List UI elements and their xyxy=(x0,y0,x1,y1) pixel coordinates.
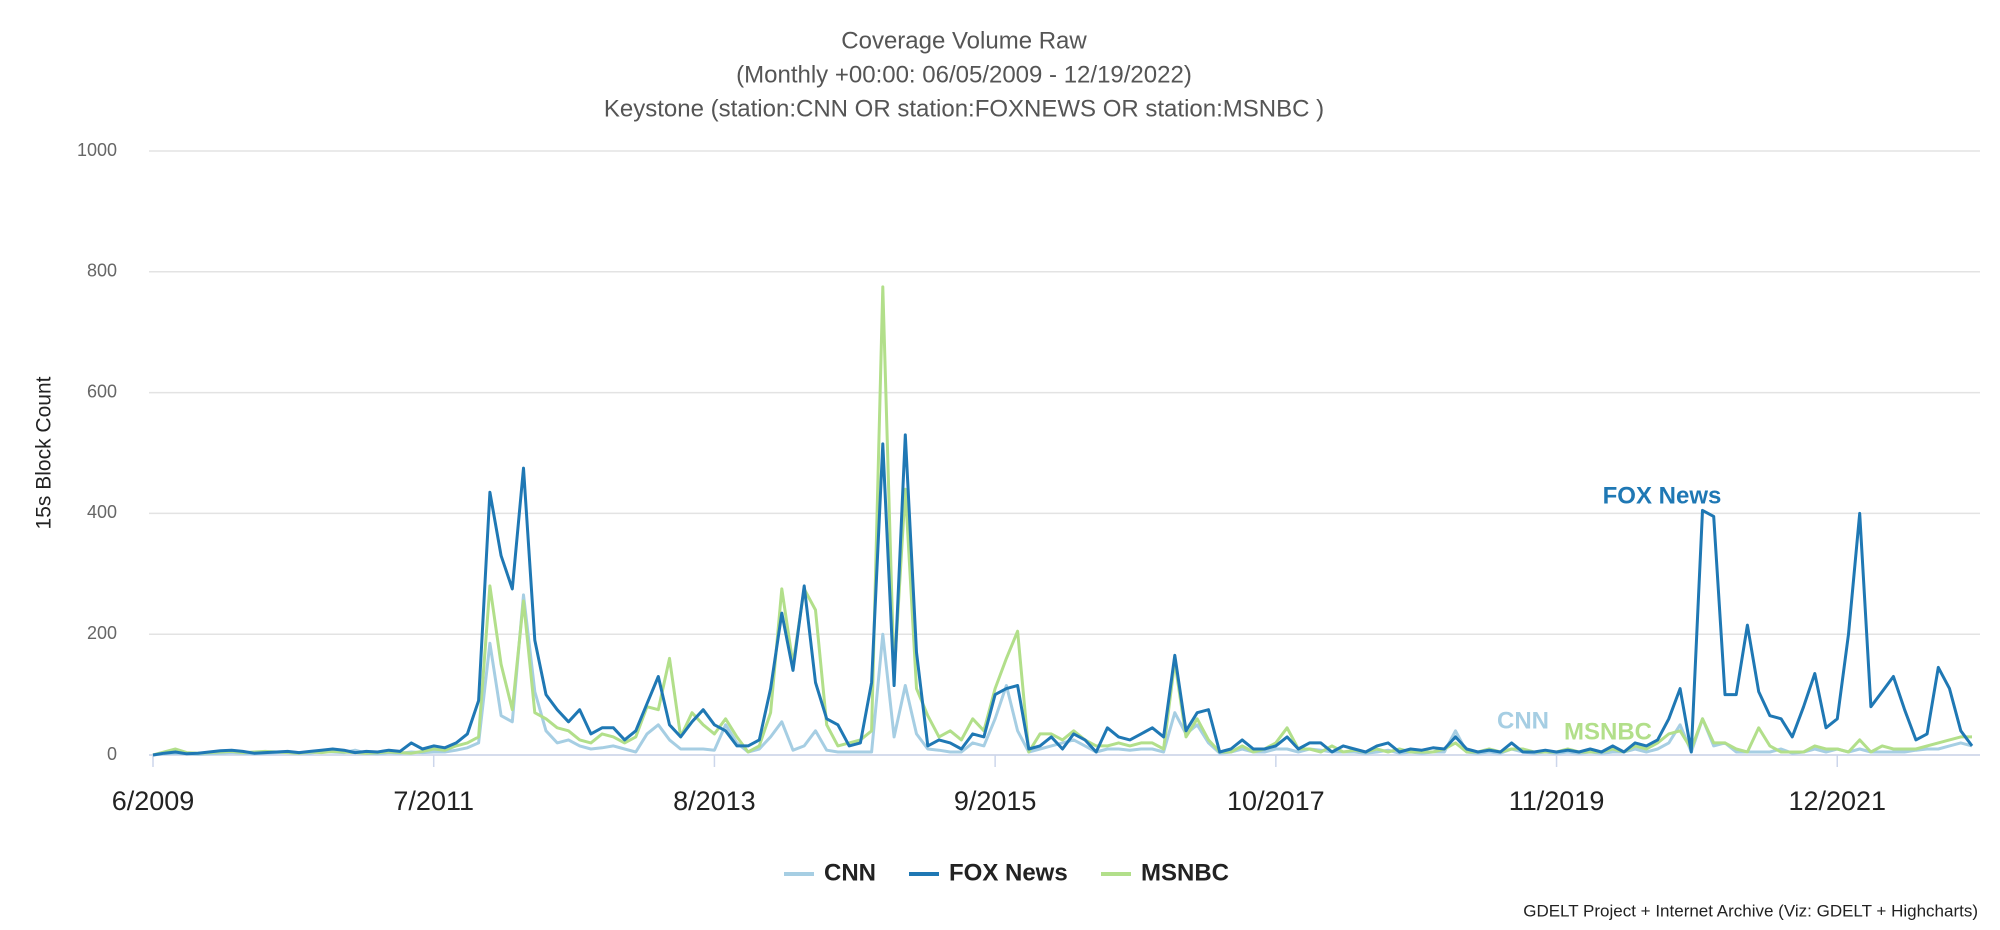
legend-label: FOX News xyxy=(949,859,1068,886)
y-tick-label: 800 xyxy=(87,261,117,281)
annotation: CNN xyxy=(1497,707,1549,734)
series-line xyxy=(152,285,1972,757)
legend-label: MSNBC xyxy=(1141,859,1229,886)
x-tick-label: 8/2013 xyxy=(673,786,756,816)
credit: GDELT Project + Internet Archive (Viz: G… xyxy=(1523,901,1978,920)
x-tick-label: 9/2015 xyxy=(954,786,1037,816)
annotation: MSNBC xyxy=(1564,718,1652,745)
x-tick-label: 10/2017 xyxy=(1227,786,1325,816)
series-line xyxy=(152,433,1974,757)
x-tick-label: 6/2009 xyxy=(112,786,195,816)
y-tick-label: 200 xyxy=(87,623,117,643)
x-tick-label: 11/2019 xyxy=(1509,786,1605,816)
y-tick-label: 400 xyxy=(87,502,117,522)
y-tick-label: 1000 xyxy=(77,140,117,160)
y-axis-label: 15s Block Count xyxy=(33,376,56,529)
y-tick-label: 600 xyxy=(87,381,117,401)
y-tick-label: 0 xyxy=(107,744,117,764)
x-tick-label: 7/2011 xyxy=(393,786,474,816)
x-tick-label: 12/2021 xyxy=(1788,786,1886,816)
series-line xyxy=(152,593,1973,757)
legend-label: CNN xyxy=(824,859,876,886)
chart-subtitle: Keystone (station:CNN OR station:FOXNEWS… xyxy=(604,95,1324,122)
chart-subtitle: (Monthly +00:00: 06/05/2009 - 12/19/2022… xyxy=(736,61,1192,88)
annotation: FOX News xyxy=(1603,482,1722,509)
chart-title: Coverage Volume Raw xyxy=(841,27,1087,54)
